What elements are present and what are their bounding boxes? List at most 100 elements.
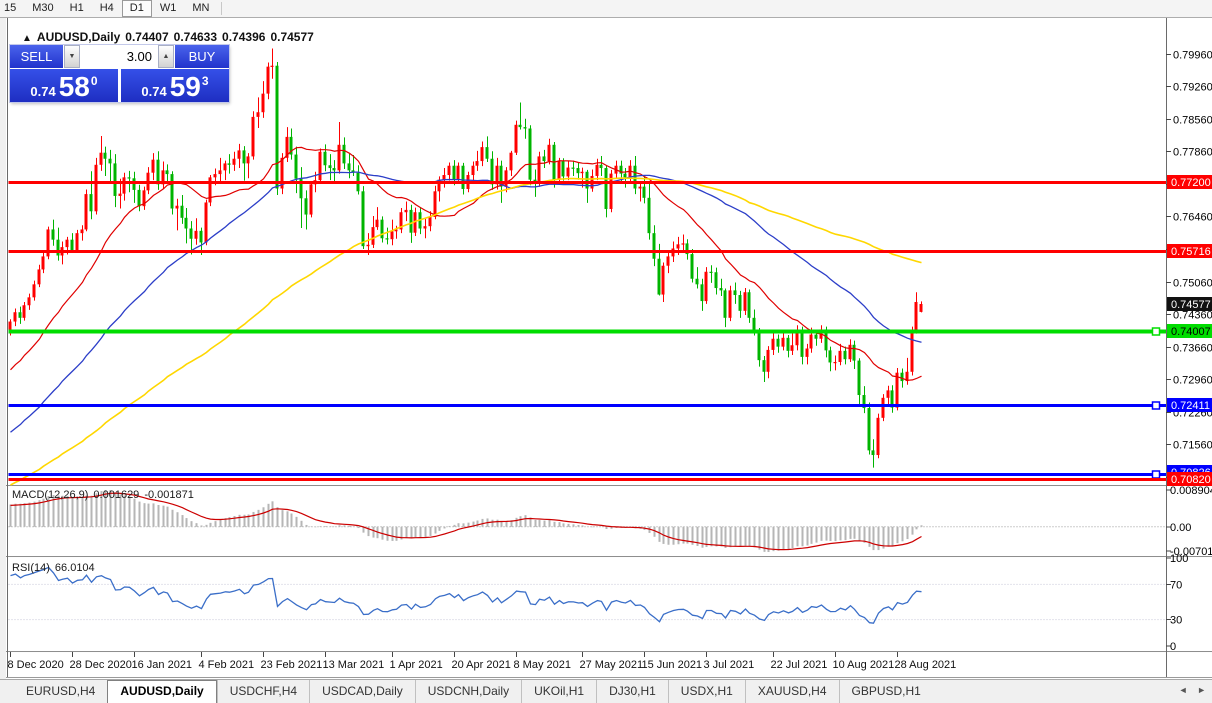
timeframe-button-H1[interactable]: H1 (69, 2, 84, 14)
hline-handle-0.72411[interactable] (1151, 401, 1161, 410)
svg-text:23 Feb 2021: 23 Feb 2021 (261, 659, 323, 671)
chart-tab-usdcnh-daily[interactable]: USDCNH,Daily (414, 680, 521, 703)
hline-price-label-0.72411 (1167, 398, 1212, 412)
indicator-axes: 0.008904 0.00 -0.007013100 70 30 0 (1166, 485, 1212, 653)
sell-button[interactable]: SELL (10, 45, 63, 68)
macd-signal-value: -0.001871 (144, 489, 194, 501)
volume-increase-button[interactable]: ▲ (158, 45, 174, 68)
price-axis: 0.799600.792600.785600.778600.771600.764… (1166, 50, 1212, 486)
tab-scroll-right-icon[interactable]: ► (1197, 685, 1206, 695)
volume-input[interactable] (81, 45, 157, 68)
quote-low: 0.74396 (222, 30, 266, 44)
svg-text:0.78560: 0.78560 (1173, 115, 1212, 127)
svg-text:16 Jan 2021: 16 Jan 2021 (132, 659, 193, 671)
svg-text:28 Aug 2021: 28 Aug 2021 (895, 659, 957, 671)
svg-text:0.75716: 0.75716 (1171, 246, 1211, 258)
svg-text:0.74360: 0.74360 (1173, 310, 1212, 322)
chart-tab-eurusd-h4[interactable]: EURUSD,H4 (26, 684, 96, 698)
chart-tab-usdcad-daily[interactable]: USDCAD,Daily (309, 680, 415, 703)
svg-text:30: 30 (1170, 615, 1182, 627)
collapse-panel-icon[interactable]: ▲ (22, 33, 32, 44)
svg-text:0.72960: 0.72960 (1173, 375, 1212, 387)
volume-decrease-button[interactable]: ▼ (64, 45, 80, 68)
chart-tab-xauusd-h4[interactable]: XAUUSD,H4 (744, 680, 839, 703)
svg-text:0.008904: 0.008904 (1170, 485, 1212, 497)
svg-text:0.74007: 0.74007 (1171, 326, 1211, 338)
date-axis[interactable]: 8 Dec 2020 28 Dec 2020 16 Jan 2021 4 Feb 20… (8, 652, 957, 671)
macd-main-value: 0.001629 (93, 489, 140, 501)
svg-text:4 Feb 2021: 4 Feb 2021 (199, 659, 255, 671)
buy-button[interactable]: BUY (175, 45, 229, 68)
timeframe-toolbar: 15 M30 H1 H4 D1 W1 MN (0, 0, 1212, 18)
current-price-label (1167, 297, 1212, 311)
chart-window (6, 18, 1212, 679)
svg-text:8 Dec 2020: 8 Dec 2020 (8, 659, 64, 671)
svg-text:0.77860: 0.77860 (1173, 147, 1212, 159)
sell-price-big: 58 (58, 71, 90, 103)
one-click-trading-panel: SELL ▼ ▲ BUY 0.74 58 0 0.74 59 3 (10, 45, 229, 102)
chart-tab-usdchf-h4[interactable]: USDCHF,H4 (216, 680, 309, 703)
rsi-indicator-label: RSI(14) 66.0104 (12, 562, 100, 574)
chart-tab-usdx-h1[interactable]: USDX,H1 (667, 680, 745, 703)
svg-text:0.70820: 0.70820 (1171, 474, 1211, 486)
svg-text:70: 70 (1170, 579, 1182, 591)
buy-price-pip: 3 (201, 74, 209, 88)
svg-text:0.73660: 0.73660 (1173, 343, 1212, 355)
svg-text:100: 100 (1170, 553, 1188, 565)
tab-scroll-arrows: ◄ ► (1172, 685, 1206, 695)
timeframe-button-D1[interactable]: D1 (121, 0, 152, 17)
svg-text:3 Jul 2021: 3 Jul 2021 (704, 659, 755, 671)
svg-text:0.71560: 0.71560 (1173, 440, 1212, 452)
svg-text:0: 0 (1170, 641, 1176, 653)
toolbar-separator (221, 2, 223, 15)
macd-name: MACD(12,26,9) (12, 489, 89, 501)
svg-text:0.00: 0.00 (1170, 522, 1191, 534)
svg-text:0.72411: 0.72411 (1171, 400, 1210, 412)
svg-text:27 May 2021: 27 May 2021 (580, 659, 644, 671)
hline-handle-0.70826[interactable] (1151, 470, 1161, 479)
sell-price-display[interactable]: 0.74 58 0 (10, 69, 118, 102)
macd-indicator-label: MACD(12,26,9) 0.001629 -0.001871 (12, 489, 199, 501)
buy-price-small: 0.74 (141, 83, 167, 99)
timeframe-button-M30[interactable]: M30 (32, 2, 54, 14)
svg-text:0.79960: 0.79960 (1173, 50, 1212, 62)
chart-tab-ukoil-h1[interactable]: UKOil,H1 (521, 680, 596, 703)
chart-tab-gbpusd-h1[interactable]: GBPUSD,H1 (838, 680, 933, 703)
timeframe-button-MN[interactable]: MN (192, 2, 210, 14)
quote-close: 0.74577 (270, 30, 314, 44)
svg-text:22 Jul 2021: 22 Jul 2021 (771, 659, 828, 671)
sell-price-small: 0.74 (30, 83, 56, 99)
symbol-period-label: AUDUSD,Daily (36, 30, 121, 44)
svg-text:1 Apr 2021: 1 Apr 2021 (390, 659, 443, 671)
quote-line: ▲ AUDUSD,Daily 0.74407 0.74633 0.74396 0.7457… (22, 30, 319, 44)
svg-text:0.75060: 0.75060 (1173, 278, 1212, 290)
hline-handle-0.74007[interactable] (1151, 327, 1161, 336)
svg-text:15 Jun 2021: 15 Jun 2021 (642, 659, 703, 671)
tab-scroll-left-icon[interactable]: ◄ (1178, 685, 1188, 695)
chart-tab-dj30-h1[interactable]: DJ30,H1 (596, 680, 668, 703)
ma-line-50 (10, 171, 922, 433)
timeframe-button-15[interactable]: 15 (4, 2, 17, 14)
quote-open: 0.74407 (125, 30, 169, 44)
macd-pane (8, 490, 1166, 552)
chart-tab-bar: EURUSD,H4 AUDUSD,Daily USDCHF,H4 USDCAD,Dai… (0, 679, 1212, 703)
hline-price-label-0.70820 (1167, 472, 1212, 486)
ma-line-100 (10, 177, 922, 486)
buy-price-display[interactable]: 0.74 59 3 (121, 69, 229, 102)
horizontal-lines (8, 181, 1166, 481)
timeframe-button-W1[interactable]: W1 (159, 2, 177, 14)
svg-text:0.76460: 0.76460 (1173, 212, 1212, 224)
svg-text:28 Dec 2020: 28 Dec 2020 (70, 659, 132, 671)
hline-price-label-0.74007 (1167, 324, 1212, 338)
chart-tab-audusd-daily[interactable]: AUDUSD,Daily (107, 680, 217, 703)
timeframe-button-H4[interactable]: H4 (99, 2, 114, 14)
buy-price-big: 59 (169, 71, 201, 103)
svg-text:10 Aug 2021: 10 Aug 2021 (833, 659, 895, 671)
hline-price-label-0.75716 (1167, 244, 1212, 258)
svg-text:0.79260: 0.79260 (1173, 82, 1212, 94)
svg-text:-0.007013: -0.007013 (1170, 546, 1212, 558)
hline-price-label-0.77200 (1167, 175, 1212, 189)
svg-text:8 May 2021: 8 May 2021 (514, 659, 571, 671)
rsi-pane (8, 566, 1166, 624)
